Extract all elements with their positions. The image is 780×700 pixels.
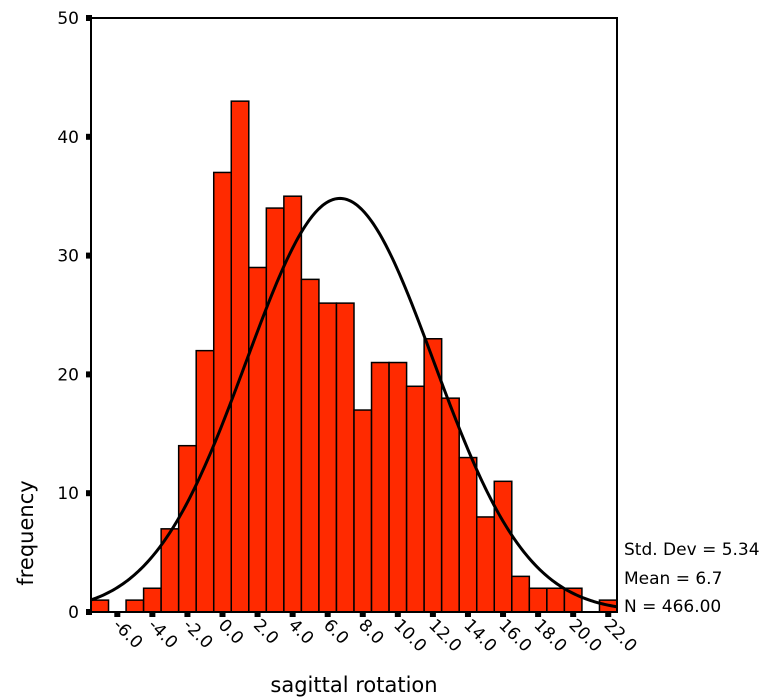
x-tick-label: 18.0 (530, 615, 571, 656)
x-tick-mark (289, 611, 296, 617)
y-tick-mark (86, 133, 92, 140)
y-axis-title: frequency (14, 480, 38, 585)
y-tick-label: 10 (57, 484, 79, 504)
x-tick-mark (464, 611, 471, 617)
histogram-bar (511, 575, 531, 613)
x-tick-label: 8.0 (354, 615, 387, 648)
histogram-bar (125, 599, 145, 613)
histogram-bar (335, 302, 355, 613)
stat-mean: Mean = 6.7 (624, 569, 722, 589)
histogram-bar (90, 599, 110, 613)
x-tick-label: 0.0 (214, 615, 247, 648)
x-tick-mark (429, 611, 436, 617)
histogram-bar (388, 361, 408, 613)
x-tick-mark (149, 611, 156, 617)
x-axis: -6.0-4.0-2.00.0 2.0 4.0 6.0 8.0 10.012.014.01… (109, 611, 641, 656)
x-tick-mark (114, 611, 121, 617)
stats-box: Std. Dev = 5.34 Mean = 6.7 N = 466.00 (624, 540, 760, 617)
stat-n: N = 466.00 (624, 597, 721, 617)
x-tick-mark (605, 611, 612, 617)
histogram-bars (90, 100, 618, 613)
y-tick-mark (86, 490, 92, 497)
y-tick-mark (86, 15, 92, 21)
x-tick-mark (324, 611, 331, 617)
x-tick-label: 4.0 (284, 615, 317, 648)
x-tick-mark (570, 611, 577, 617)
histogram-bar (475, 516, 496, 613)
x-tick-label: 2.0 (249, 615, 282, 648)
x-tick-mark (219, 611, 226, 617)
y-tick-mark (86, 371, 92, 378)
x-tick-label: 22.0 (600, 615, 641, 656)
y-tick-label: 30 (57, 247, 79, 267)
x-tick-mark (394, 611, 401, 617)
x-tick-mark (535, 611, 542, 617)
histogram-bar (142, 587, 162, 613)
y-tick-label: 40 (57, 128, 79, 148)
x-tick-mark (359, 611, 366, 617)
y-tick-mark (86, 252, 92, 259)
histogram-bar (493, 480, 513, 613)
histogram-bar (458, 456, 478, 613)
x-tick-label: 10.0 (389, 615, 430, 656)
histogram-bar (528, 587, 548, 613)
histogram-bar (318, 302, 338, 613)
histogram-bar (177, 444, 197, 613)
histogram-bar (212, 171, 233, 613)
x-tick-label: 6.0 (319, 615, 352, 648)
x-tick-mark (500, 611, 507, 617)
histogram-bar (546, 587, 566, 613)
histogram-bar (353, 409, 373, 613)
x-tick-mark (184, 611, 191, 617)
histogram-bar (300, 278, 320, 613)
y-tick-mark (86, 609, 92, 615)
stat-std-dev: Std. Dev = 5.34 (624, 540, 760, 560)
normal-curve-line (90, 196, 618, 609)
x-axis-title: sagittal rotation (270, 673, 437, 697)
y-axis: 0 10 20 30 40 50 (57, 9, 92, 623)
x-tick-label: 16.0 (494, 615, 535, 656)
x-tick-label: -6.0 (109, 615, 147, 653)
histogram-bar (230, 100, 250, 613)
histogram-bar (440, 397, 460, 613)
y-tick-label: 0 (68, 603, 79, 623)
x-tick-mark (254, 611, 261, 617)
x-tick-label: 12.0 (424, 615, 465, 656)
x-tick-label: 14.0 (459, 615, 500, 656)
histogram-bar (370, 361, 390, 613)
x-tick-label: 20.0 (565, 615, 606, 656)
x-tick-label: -4.0 (144, 615, 182, 653)
plot-frame (90, 17, 618, 613)
x-tick-label: -2.0 (179, 615, 217, 653)
histogram-bar (405, 385, 425, 613)
y-tick-label: 50 (57, 9, 79, 29)
y-tick-label: 20 (57, 365, 79, 385)
